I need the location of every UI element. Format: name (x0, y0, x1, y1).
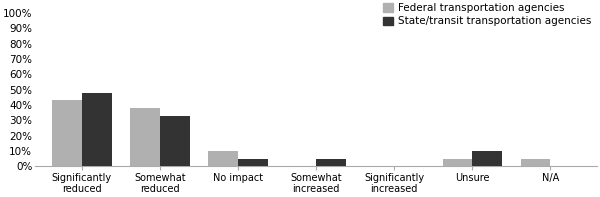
Bar (208, 151, 238, 166)
Bar (472, 151, 502, 166)
Bar (521, 159, 550, 166)
Bar (82, 93, 112, 166)
Bar (130, 108, 160, 166)
Bar (316, 159, 346, 166)
Bar (238, 159, 268, 166)
Legend: Federal transportation agencies, State/transit transportation agencies: Federal transportation agencies, State/t… (382, 2, 592, 28)
Bar (160, 116, 190, 166)
Bar (52, 100, 82, 166)
Bar (443, 159, 472, 166)
